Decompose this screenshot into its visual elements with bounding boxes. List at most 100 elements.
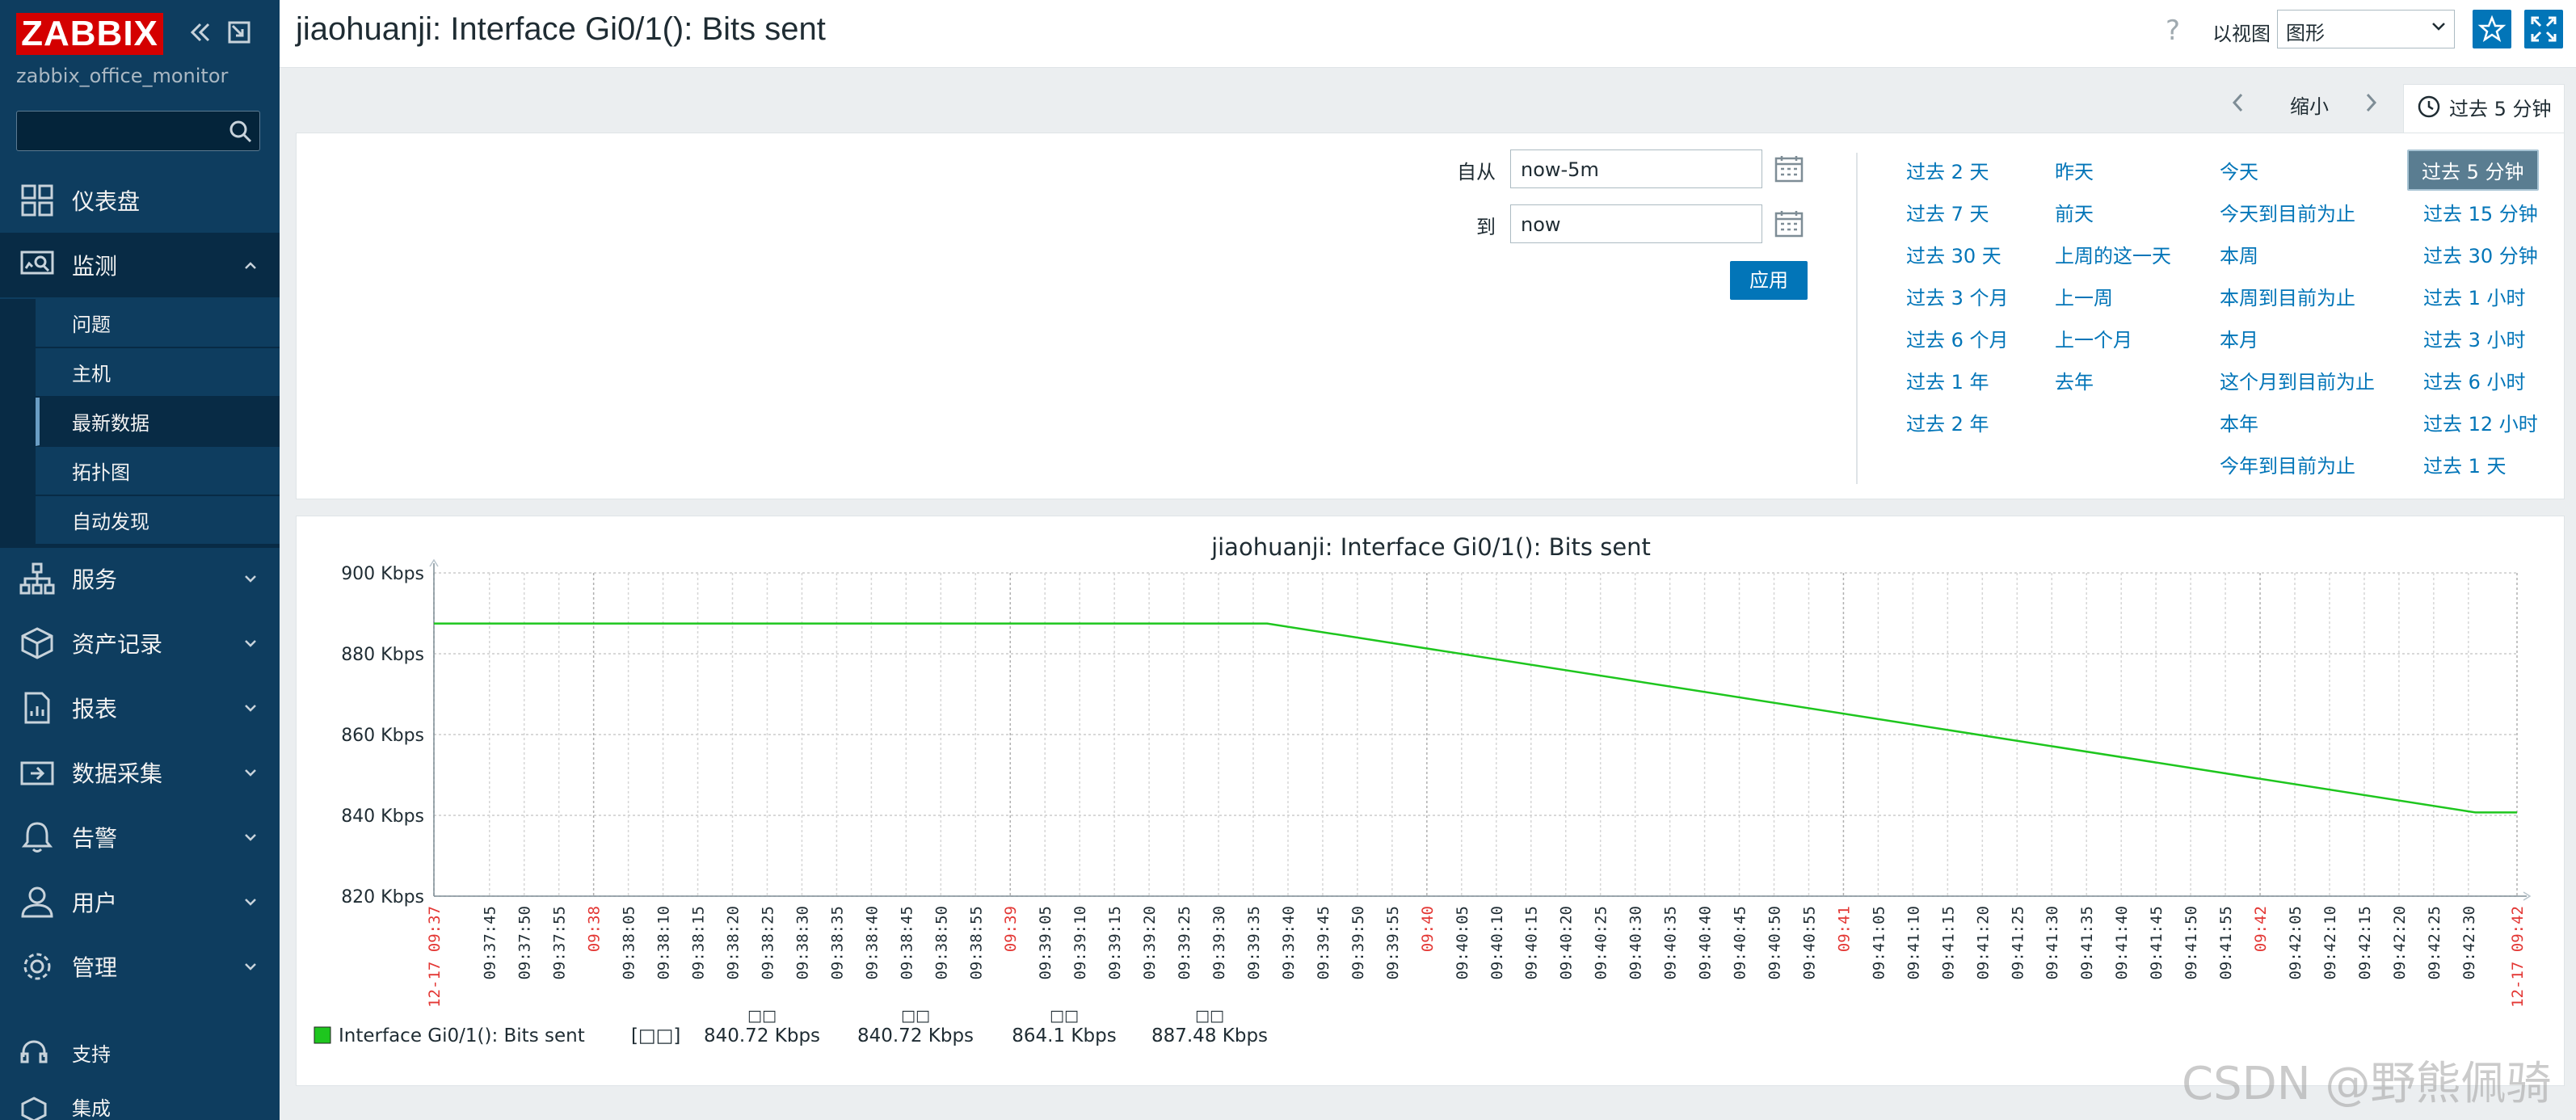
calendar-icon[interactable] xyxy=(1774,209,1804,238)
x-tick-label: 09:42:25 xyxy=(2426,906,2443,980)
x-tick-label: 09:38 xyxy=(586,906,604,952)
time-next-button[interactable] xyxy=(2363,91,2379,121)
sidebar-search-input[interactable] xyxy=(16,111,260,151)
nav-data-collection[interactable]: 数据采集 xyxy=(0,740,280,805)
bits-sent-chart[interactable]: jiaohuanji: Interface Gi0/1(): Bits sent… xyxy=(297,516,2565,1087)
nav-administration[interactable]: 管理 xyxy=(0,934,280,999)
nav-dashboard[interactable]: 仪表盘 xyxy=(0,168,280,233)
apply-button[interactable]: 应用 xyxy=(1730,261,1808,300)
quick-range-link[interactable]: 去年 xyxy=(2055,371,2094,394)
y-axis-arrow xyxy=(429,558,439,567)
quick-range-link[interactable]: 过去 15 分钟 xyxy=(2423,203,2538,225)
quick-range-link[interactable]: 过去 6 小时 xyxy=(2423,371,2526,394)
quick-range-link[interactable]: 过去 3 个月 xyxy=(1906,287,2009,309)
quick-range-link[interactable]: 今年到目前为止 xyxy=(2220,455,2355,478)
x-tick-label: 09:41:15 xyxy=(1939,906,1957,980)
time-period-tab[interactable]: 过去 5 分钟 xyxy=(2403,84,2565,134)
quick-range-link[interactable]: 本周到目前为止 xyxy=(2220,287,2355,309)
help-icon[interactable]: ? xyxy=(2166,15,2181,47)
quick-range-link[interactable]: 过去 1 年 xyxy=(1906,371,1989,394)
x-tick-label: 09:42:30 xyxy=(2460,906,2478,980)
x-tick-label: 09:38:25 xyxy=(759,906,777,980)
watermark: CSDN @野熊佩骑 xyxy=(2182,1058,2552,1110)
submenu-discovery[interactable]: 自动发现 xyxy=(36,496,280,545)
nav-monitoring[interactable]: 监测 xyxy=(0,233,280,297)
x-tick-label: 09:38:15 xyxy=(690,906,708,980)
kiosk-mode-icon[interactable] xyxy=(225,18,254,47)
series-line xyxy=(434,622,2517,814)
to-input[interactable]: now xyxy=(1510,204,1762,243)
to-label: 到 xyxy=(1476,216,1496,238)
support-icon xyxy=(20,1040,48,1063)
x-axis-arrow xyxy=(2523,891,2532,901)
quick-range-link[interactable]: 过去 2 天 xyxy=(1906,161,1989,183)
submenu-maps[interactable]: 拓扑图 xyxy=(36,447,280,495)
add-to-favorites-button[interactable] xyxy=(2473,10,2511,48)
clock-icon xyxy=(2418,95,2440,118)
quick-range-link-selected[interactable]: 过去 5 分钟 xyxy=(2407,149,2539,191)
nav-services[interactable]: 服务 xyxy=(0,546,280,611)
quick-range-link[interactable]: 上周的这一天 xyxy=(2055,245,2171,267)
page-header: jiaohuanji: Interface Gi0/1(): Bits sent… xyxy=(280,0,2576,68)
x-tick-label: 09:40:10 xyxy=(1488,906,1506,980)
quick-range-link[interactable]: 本年 xyxy=(2220,413,2258,436)
quick-range-link[interactable]: 上一周 xyxy=(2055,287,2113,309)
x-tick-label: 09:39:15 xyxy=(1106,906,1124,980)
quick-range-link[interactable]: 本周 xyxy=(2220,245,2258,267)
x-tick-label: 09:40:05 xyxy=(1454,906,1471,980)
submenu-problems[interactable]: 问题 xyxy=(36,299,280,347)
nav-label: 支持 xyxy=(72,1042,111,1066)
nav-users[interactable]: 用户 xyxy=(0,869,280,934)
nav-integrations[interactable]: 集成 xyxy=(0,1083,280,1120)
server-name: zabbix_office_monitor xyxy=(16,65,229,87)
chevron-down-icon xyxy=(2432,23,2445,31)
quick-range-link[interactable]: 今天到目前为止 xyxy=(2220,203,2355,225)
quick-range-link[interactable]: 过去 7 天 xyxy=(1906,203,1989,225)
collapse-sidebar-icon[interactable] xyxy=(186,18,215,47)
nav-label: 数据采集 xyxy=(72,760,163,787)
x-tick-label: 09:41:45 xyxy=(2148,906,2166,980)
quick-range-link[interactable]: 今天 xyxy=(2220,161,2258,183)
submenu-hosts[interactable]: 主机 xyxy=(36,348,280,397)
legend-column-head: □□ xyxy=(1195,1007,1224,1025)
x-tick-label: 09:42:15 xyxy=(2356,906,2374,980)
users-icon xyxy=(21,886,53,918)
y-tick-label: 860 Kbps xyxy=(341,726,424,746)
x-tick-label: 09:39:30 xyxy=(1210,906,1228,980)
from-input[interactable]: now-5m xyxy=(1510,149,1762,188)
quick-range-link[interactable]: 过去 1 天 xyxy=(2423,455,2507,478)
quick-range-link[interactable]: 这个月到目前为止 xyxy=(2220,371,2375,394)
quick-range-link[interactable]: 过去 12 小时 xyxy=(2423,413,2538,436)
nav-support[interactable]: 支持 xyxy=(0,1020,280,1084)
x-tick-label: 09:39:40 xyxy=(1280,906,1298,980)
nav-label: 监测 xyxy=(72,253,118,280)
fullscreen-button[interactable] xyxy=(2524,10,2563,48)
view-as-label: 以视图 xyxy=(2212,23,2271,45)
submenu-latest-data[interactable]: 最新数据 xyxy=(36,398,280,446)
x-tick-label: 09:39:25 xyxy=(1176,906,1193,980)
chevron-down-icon xyxy=(245,834,256,841)
calendar-icon[interactable] xyxy=(1774,154,1804,183)
quick-range-link[interactable]: 前天 xyxy=(2055,203,2094,225)
zoom-out-button[interactable]: 缩小 xyxy=(2290,95,2329,118)
quick-range-link[interactable]: 过去 3 小时 xyxy=(2423,329,2526,352)
quick-range-link[interactable]: 上一个月 xyxy=(2055,329,2132,352)
quick-range-link[interactable]: 过去 30 天 xyxy=(1906,245,2001,267)
time-tab-label: 过去 5 分钟 xyxy=(2449,98,2552,120)
zabbix-logo[interactable]: ZABBIX xyxy=(16,13,163,55)
quick-range-link[interactable]: 过去 1 小时 xyxy=(2423,287,2526,309)
nav-alerts[interactable]: 告警 xyxy=(0,805,280,869)
view-as-select[interactable]: 图形 xyxy=(2277,10,2455,48)
quick-range-link[interactable]: 本月 xyxy=(2220,329,2258,352)
quick-range-link[interactable]: 昨天 xyxy=(2055,161,2094,183)
nav-reports[interactable]: 报表 xyxy=(0,676,280,740)
sidebar: ZABBIX zabbix_office_monitor 仪表盘 监测 问题 主… xyxy=(0,0,280,1120)
search-icon[interactable] xyxy=(229,120,253,144)
quick-range-link[interactable]: 过去 6 个月 xyxy=(1906,329,2009,352)
x-tick-label: 09:42 xyxy=(2252,906,2270,952)
monitoring-icon xyxy=(20,251,54,275)
time-prev-button[interactable] xyxy=(2230,91,2246,121)
quick-range-link[interactable]: 过去 2 年 xyxy=(1906,413,1989,436)
quick-range-link[interactable]: 过去 30 分钟 xyxy=(2423,245,2538,267)
nav-inventory[interactable]: 资产记录 xyxy=(0,611,280,676)
